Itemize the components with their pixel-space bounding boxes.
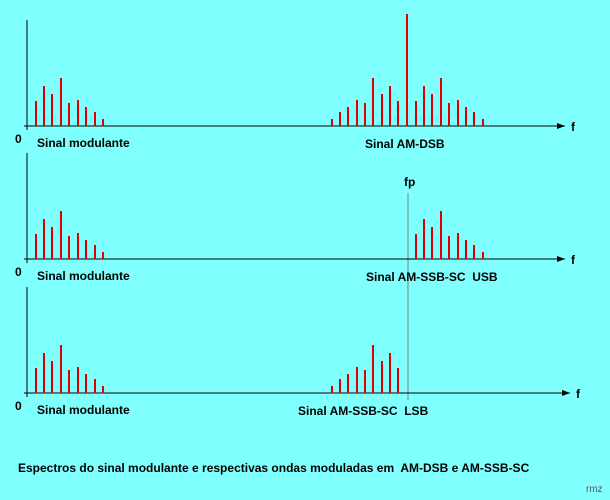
baseband-label: Sinal modulante <box>37 269 130 283</box>
axis-label: f <box>571 120 576 134</box>
axis-label: f <box>576 387 581 401</box>
modulated-label: Sinal AM-SSB-SC LSB <box>298 404 429 418</box>
zero-label: 0 <box>15 265 22 279</box>
axis-arrow <box>562 390 570 396</box>
carrier-label: fp <box>404 175 415 189</box>
caption: Espectros do sinal modulante e respectiv… <box>18 461 530 475</box>
axis-arrow <box>557 123 565 129</box>
baseband-label: Sinal modulante <box>37 403 130 417</box>
signature: rmz <box>586 484 603 495</box>
modulated-label: Sinal AM-DSB <box>365 137 445 151</box>
axis-arrow <box>557 256 565 262</box>
modulated-label: Sinal AM-SSB-SC USB <box>366 270 498 284</box>
zero-label: 0 <box>15 399 22 413</box>
zero-label: 0 <box>15 132 22 146</box>
axis-label: f <box>571 253 576 267</box>
baseband-label: Sinal modulante <box>37 136 130 150</box>
